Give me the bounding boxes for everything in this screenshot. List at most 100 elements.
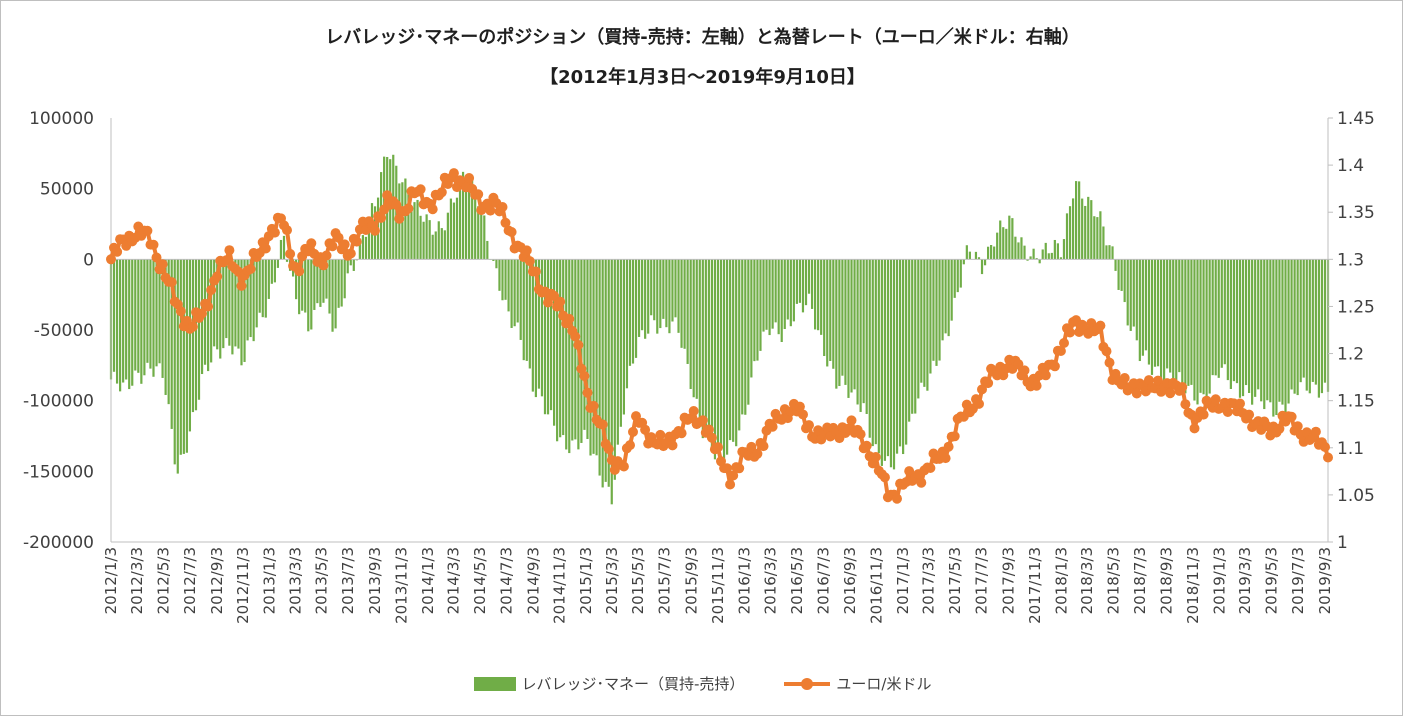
bar	[1166, 259, 1168, 368]
bar	[826, 259, 828, 366]
left-tick-label: -150000	[23, 462, 94, 482]
legend-item-bar[interactable]: レバレッジ･マネー（買持-売持）	[474, 673, 745, 694]
bar	[878, 259, 880, 453]
line-point	[370, 226, 380, 236]
line-point	[328, 241, 338, 251]
bar	[817, 259, 819, 330]
x-tick-label: 2016/7/3	[814, 547, 832, 614]
bar	[772, 259, 774, 328]
bar	[996, 233, 998, 260]
bar	[984, 259, 986, 265]
x-tick-label: 2014/1/3	[419, 547, 437, 614]
bar	[228, 259, 230, 345]
bar	[635, 259, 637, 358]
line-point	[1235, 399, 1245, 409]
line-point	[689, 406, 699, 416]
bar	[1093, 216, 1095, 259]
bar	[498, 259, 500, 291]
x-tick-label: 2019/1/3	[1211, 547, 1229, 614]
bar	[638, 259, 640, 337]
bar	[626, 259, 628, 388]
line-point	[573, 340, 583, 350]
bar	[917, 259, 919, 398]
bar	[186, 259, 188, 452]
line-point	[167, 277, 177, 287]
line-point	[768, 422, 778, 432]
bar	[647, 259, 649, 333]
bar	[781, 259, 783, 342]
bar	[926, 259, 928, 390]
bar	[796, 259, 798, 304]
bar	[1187, 259, 1189, 386]
bar	[866, 259, 868, 414]
line-point	[1059, 338, 1069, 348]
bar	[747, 259, 749, 404]
bar	[1260, 259, 1262, 401]
bar	[711, 259, 713, 450]
line-point	[340, 239, 350, 249]
bar	[198, 259, 200, 399]
bar	[274, 259, 276, 282]
bar	[532, 259, 534, 391]
bar	[277, 259, 279, 268]
bar	[504, 259, 506, 299]
bar	[778, 259, 780, 334]
line-point	[1041, 370, 1051, 380]
bar	[823, 259, 825, 356]
bar	[432, 235, 434, 260]
x-tick-label: 2015/7/3	[656, 547, 674, 614]
bar	[869, 259, 871, 437]
bar	[1011, 218, 1013, 259]
bar	[744, 259, 746, 414]
bar	[1114, 259, 1116, 271]
line-point	[983, 378, 993, 388]
line-point	[1065, 328, 1075, 338]
bar	[1321, 259, 1323, 393]
bar	[951, 259, 953, 320]
bar	[1318, 259, 1320, 397]
bar	[1014, 237, 1016, 260]
x-tick-label: 2018/11/3	[1184, 547, 1202, 624]
line-point	[1095, 321, 1105, 331]
bar	[641, 259, 643, 330]
bar	[1051, 253, 1053, 259]
bar	[844, 259, 846, 385]
bar	[787, 259, 789, 319]
bar	[708, 259, 710, 433]
line-point	[1120, 373, 1130, 383]
bar	[832, 259, 834, 368]
bar	[152, 259, 154, 376]
bar	[334, 259, 336, 328]
bar	[149, 259, 151, 368]
line-point	[176, 306, 186, 316]
bar	[762, 259, 764, 331]
line-point	[212, 272, 222, 282]
bar	[207, 259, 209, 371]
bar	[1287, 259, 1289, 403]
bar	[559, 259, 561, 437]
bar	[853, 259, 855, 389]
x-tick-label: 2014/7/3	[497, 547, 515, 614]
line-point	[224, 245, 234, 255]
bar	[650, 259, 652, 315]
line-point	[346, 249, 356, 259]
bar	[702, 259, 704, 438]
bar	[935, 259, 937, 366]
bar	[456, 198, 458, 260]
bar	[1117, 259, 1119, 290]
legend-item-line[interactable]: ユーロ/米ドル	[784, 673, 931, 694]
bar	[717, 259, 719, 453]
x-tick-label: 2015/11/3	[709, 547, 727, 624]
x-tick-label: 2017/7/3	[973, 547, 991, 614]
bar	[814, 259, 816, 329]
bar	[1020, 237, 1022, 259]
bar	[1005, 229, 1007, 260]
bar	[820, 259, 822, 335]
x-tick-label: 2016/1/3	[735, 547, 753, 614]
bar	[1124, 259, 1126, 302]
bar	[872, 259, 874, 446]
bar	[1096, 217, 1098, 259]
bar	[1054, 240, 1056, 259]
bar	[222, 259, 224, 348]
bar	[310, 259, 312, 329]
